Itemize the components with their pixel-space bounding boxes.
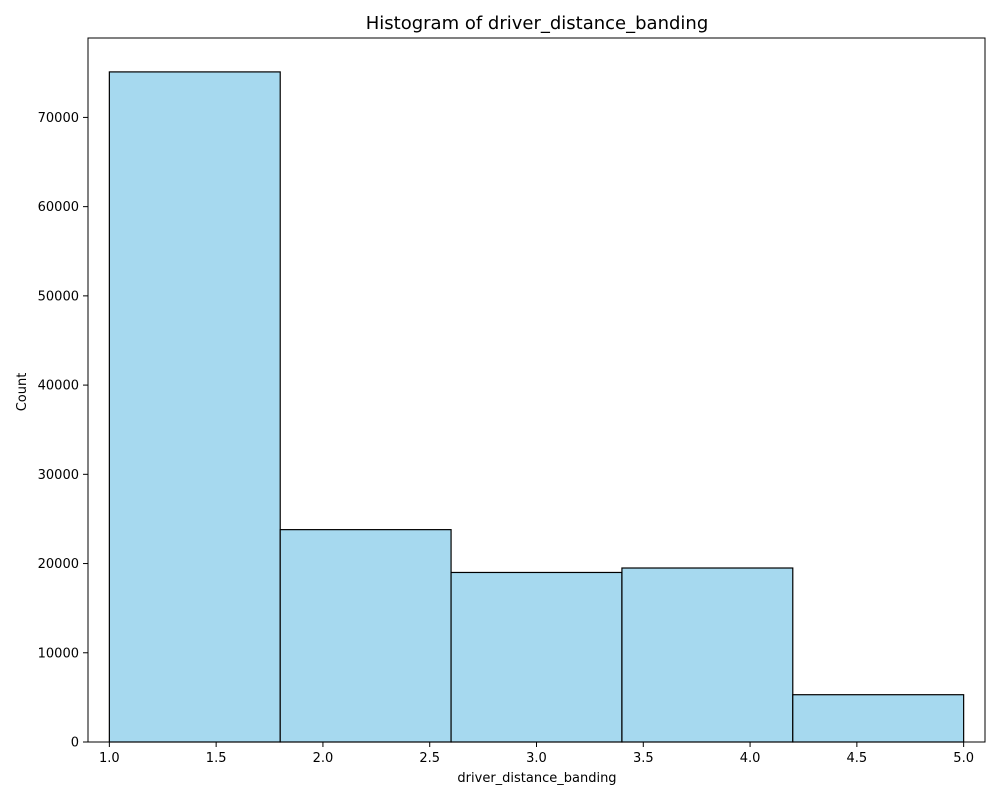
y-tick-label: 70000 <box>38 111 79 126</box>
y-tick-label: 0 <box>71 736 79 751</box>
x-tick-label: 2.5 <box>419 751 440 766</box>
histogram-bar-4 <box>621 567 794 743</box>
histogram-bar-2 <box>279 529 452 743</box>
x-tick-label: 1.5 <box>206 751 227 766</box>
x-tick-label: 1.0 <box>99 751 120 766</box>
x-tick-label: 4.5 <box>847 751 868 766</box>
histogram-bar-5 <box>792 694 965 743</box>
x-tick-label: 5.0 <box>953 751 974 766</box>
x-axis-ticks: 1.0 1.5 2.0 2.5 3.0 3.5 4.0 4.5 5.0 <box>99 742 974 766</box>
x-tick-label: 2.0 <box>313 751 334 766</box>
y-axis-label: Count <box>15 373 30 412</box>
y-tick-label: 50000 <box>38 289 79 304</box>
y-axis-ticks: 0 10000 20000 30000 40000 50000 60000 70000 <box>38 111 88 751</box>
histogram-bar-3 <box>450 571 623 743</box>
x-tick-label: 3.0 <box>526 751 547 766</box>
x-axis-label: driver_distance_banding <box>457 771 616 786</box>
y-tick-label: 10000 <box>38 646 79 661</box>
histogram-bar-1 <box>108 71 281 743</box>
x-tick-label: 3.5 <box>633 751 654 766</box>
chart-title: Histogram of driver_distance_banding <box>366 13 709 34</box>
bars-layer <box>108 71 965 743</box>
y-tick-label: 30000 <box>38 468 79 483</box>
y-tick-label: 40000 <box>38 379 79 394</box>
y-tick-label: 20000 <box>38 557 79 572</box>
x-tick-label: 4.0 <box>740 751 761 766</box>
y-tick-label: 60000 <box>38 200 79 215</box>
